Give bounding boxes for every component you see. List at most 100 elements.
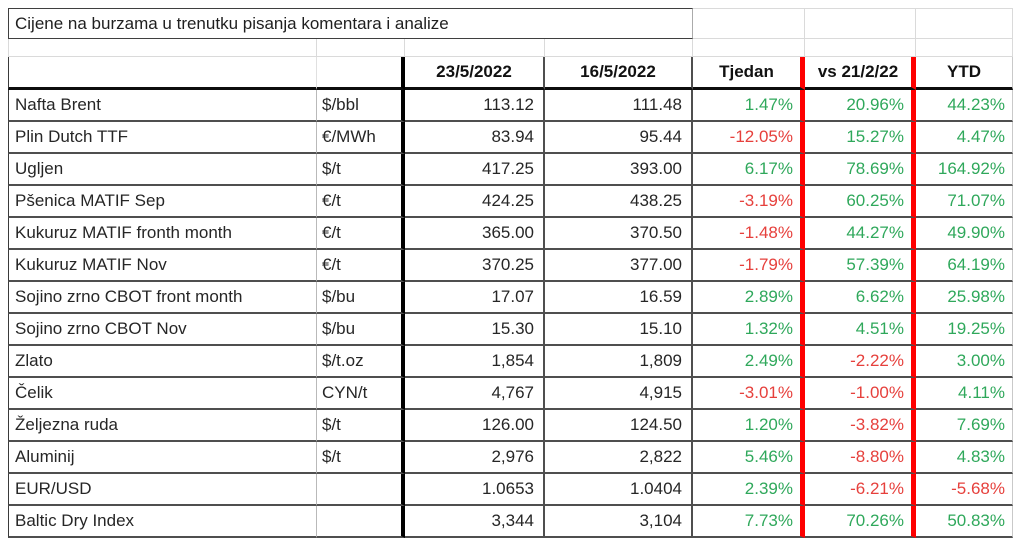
weekly-change-cell: -1.79%	[693, 250, 805, 282]
table-row: Aluminij $/t 2,976 2,822 5.46% -8.80% 4.83%	[8, 442, 1013, 474]
commodity-name-cell: Pšenica MATIF Sep	[8, 186, 317, 218]
weekly-change-cell: 2.89%	[693, 282, 805, 314]
header-unit-blank	[317, 57, 405, 90]
commodity-name-cell: Kukuruz MATIF fronth month	[8, 218, 317, 250]
commodity-name-cell: Plin Dutch TTF	[8, 122, 317, 154]
price-previous-cell: 1.0404	[545, 474, 693, 506]
vs-feb-change-cell: 70.26%	[805, 506, 916, 538]
weekly-change-cell: 7.73%	[693, 506, 805, 538]
price-previous-cell: 15.10	[545, 314, 693, 346]
commodity-name-cell: Željezna ruda	[8, 410, 317, 442]
weekly-change-cell: 1.32%	[693, 314, 805, 346]
price-current-cell: 15.30	[405, 314, 545, 346]
weekly-change-cell: 2.49%	[693, 346, 805, 378]
empty-cell	[317, 39, 405, 57]
spacer-row	[8, 39, 1013, 57]
weekly-change-cell: 1.47%	[693, 90, 805, 122]
vs-feb-change-cell: -3.82%	[805, 410, 916, 442]
empty-cell	[8, 39, 317, 57]
commodity-name-cell: Kukuruz MATIF Nov	[8, 250, 317, 282]
column-header-date-current: 23/5/2022	[405, 57, 545, 90]
price-current-cell: 2,976	[405, 442, 545, 474]
price-current-cell: 370.25	[405, 250, 545, 282]
price-current-cell: 417.25	[405, 154, 545, 186]
empty-cell	[693, 8, 805, 39]
unit-cell: $/t	[317, 154, 405, 186]
vs-feb-change-cell: 4.51%	[805, 314, 916, 346]
price-previous-cell: 393.00	[545, 154, 693, 186]
vs-feb-change-cell: 57.39%	[805, 250, 916, 282]
table-body: Nafta Brent $/bbl 113.12 111.48 1.47% 20.96% 4…	[8, 90, 1013, 538]
empty-cell	[805, 8, 916, 39]
commodity-name-cell: Ugljen	[8, 154, 317, 186]
price-current-cell: 4,767	[405, 378, 545, 410]
vs-feb-change-cell: -1.00%	[805, 378, 916, 410]
ytd-change-cell: 7.69%	[916, 410, 1013, 442]
header-name-blank	[8, 57, 317, 90]
table-row: Nafta Brent $/bbl 113.12 111.48 1.47% 20.96% 4…	[8, 90, 1013, 122]
unit-cell: CYN/t	[317, 378, 405, 410]
commodity-name-cell: Sojino zrno CBOT Nov	[8, 314, 317, 346]
table-row: Čelik CYN/t 4,767 4,915 -3.01% -1.00% 4.11%	[8, 378, 1013, 410]
vs-feb-change-cell: 20.96%	[805, 90, 916, 122]
price-previous-cell: 1,809	[545, 346, 693, 378]
ytd-change-cell: 49.90%	[916, 218, 1013, 250]
ytd-change-cell: 4.11%	[916, 378, 1013, 410]
table-row: Ugljen $/t 417.25 393.00 6.17% 78.69% 164.92%	[8, 154, 1013, 186]
vs-feb-change-cell: -2.22%	[805, 346, 916, 378]
empty-cell	[405, 39, 545, 57]
column-header-week: Tjedan	[693, 57, 805, 90]
ytd-change-cell: 164.92%	[916, 154, 1013, 186]
commodity-name-cell: Zlato	[8, 346, 317, 378]
table-row: Plin Dutch TTF €/MWh 83.94 95.44 -12.05% 15.2…	[8, 122, 1013, 154]
ytd-change-cell: 44.23%	[916, 90, 1013, 122]
vs-feb-change-cell: 15.27%	[805, 122, 916, 154]
ytd-change-cell: 19.25%	[916, 314, 1013, 346]
unit-cell: $/bbl	[317, 90, 405, 122]
weekly-change-cell: 1.20%	[693, 410, 805, 442]
price-previous-cell: 16.59	[545, 282, 693, 314]
commodity-name-cell: Čelik	[8, 378, 317, 410]
unit-cell: €/t	[317, 186, 405, 218]
ytd-change-cell: 3.00%	[916, 346, 1013, 378]
table-row: Željezna ruda $/t 126.00 124.50 1.20% -3.82% 7…	[8, 410, 1013, 442]
unit-cell: €/MWh	[317, 122, 405, 154]
vs-feb-change-cell: -8.80%	[805, 442, 916, 474]
price-previous-cell: 370.50	[545, 218, 693, 250]
ytd-change-cell: 25.98%	[916, 282, 1013, 314]
vs-feb-change-cell: 6.62%	[805, 282, 916, 314]
weekly-change-cell: -12.05%	[693, 122, 805, 154]
price-current-cell: 1,854	[405, 346, 545, 378]
ytd-change-cell: 50.83%	[916, 506, 1013, 538]
ytd-change-cell: 4.47%	[916, 122, 1013, 154]
weekly-change-cell: -1.48%	[693, 218, 805, 250]
table-row: Kukuruz MATIF fronth month €/t 365.00 370.5…	[8, 218, 1013, 250]
price-previous-cell: 124.50	[545, 410, 693, 442]
price-current-cell: 424.25	[405, 186, 545, 218]
table-header-row: 23/5/2022 16/5/2022 Tjedan vs 21/2/22 YT…	[8, 57, 1013, 90]
unit-cell	[317, 506, 405, 538]
price-previous-cell: 377.00	[545, 250, 693, 282]
commodity-name-cell: Sojino zrno CBOT front month	[8, 282, 317, 314]
title-row: Cijene na burzama u trenutku pisanja kom…	[8, 8, 1013, 39]
table-row: Sojino zrno CBOT front month $/bu 17.07 16.…	[8, 282, 1013, 314]
empty-cell	[916, 8, 1013, 39]
unit-cell: $/bu	[317, 282, 405, 314]
price-previous-cell: 4,915	[545, 378, 693, 410]
price-current-cell: 126.00	[405, 410, 545, 442]
weekly-change-cell: 2.39%	[693, 474, 805, 506]
table-row: Pšenica MATIF Sep €/t 424.25 438.25 -3.19% 60…	[8, 186, 1013, 218]
unit-cell: $/t	[317, 410, 405, 442]
column-header-ytd: YTD	[916, 57, 1013, 90]
price-current-cell: 83.94	[405, 122, 545, 154]
empty-cell	[693, 39, 805, 57]
unit-cell	[317, 474, 405, 506]
table-row: Kukuruz MATIF Nov €/t 370.25 377.00 -1.79% 57…	[8, 250, 1013, 282]
table-row: Baltic Dry Index 3,344 3,104 7.73% 70.26% 50.…	[8, 506, 1013, 538]
weekly-change-cell: -3.01%	[693, 378, 805, 410]
vs-feb-change-cell: 78.69%	[805, 154, 916, 186]
unit-cell: $/t.oz	[317, 346, 405, 378]
weekly-change-cell: 5.46%	[693, 442, 805, 474]
ytd-change-cell: 4.83%	[916, 442, 1013, 474]
commodity-name-cell: Nafta Brent	[8, 90, 317, 122]
